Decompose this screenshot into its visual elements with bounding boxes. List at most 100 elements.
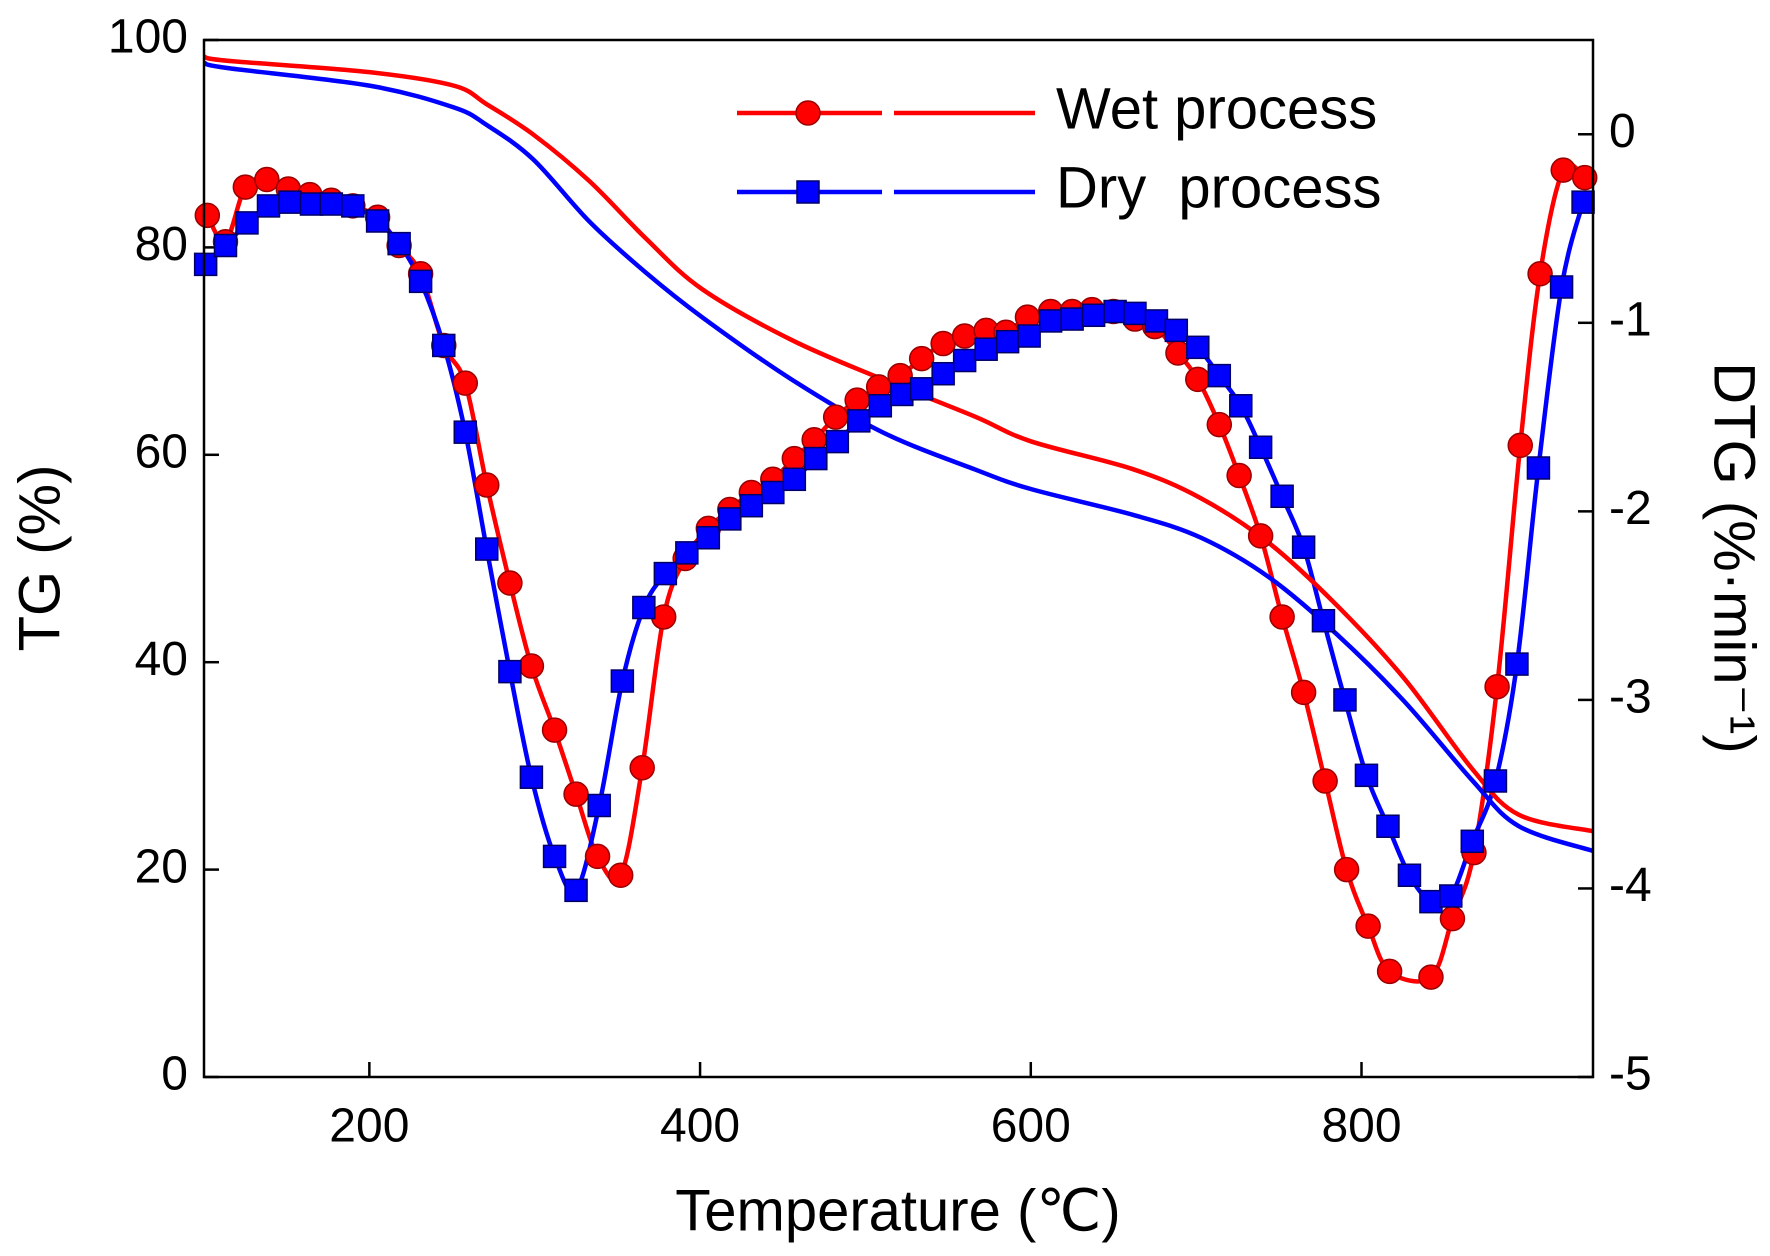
marker-square [542, 844, 567, 869]
marker-circle [541, 717, 568, 743]
marker-circle [474, 472, 500, 498]
marker-square [632, 595, 656, 620]
marker-circle [232, 174, 259, 200]
marker-circle [1290, 679, 1317, 706]
marker-square [1060, 307, 1084, 331]
marker-square [610, 669, 635, 693]
marker-square [256, 194, 281, 218]
marker-square [974, 337, 998, 361]
y-tick-label: 60 [135, 425, 188, 478]
marker-square [341, 194, 365, 218]
y2-tick-label: -1 [1609, 293, 1652, 346]
y2-tick-label: 0 [1609, 105, 1636, 158]
marker-square [761, 480, 785, 505]
y2-tick-label: -5 [1609, 1048, 1652, 1101]
x-axis-title: Temperature (℃) [675, 1178, 1120, 1243]
y2-tick-label: -2 [1609, 482, 1652, 535]
marker-circle [930, 330, 956, 357]
marker-square [909, 377, 934, 401]
marker-square [952, 348, 977, 373]
y2-tick-label: -3 [1609, 671, 1652, 724]
legend-marker [796, 180, 820, 204]
legend-marker [795, 100, 821, 126]
marker-square [995, 329, 1020, 354]
x-tick-label: 400 [660, 1100, 740, 1153]
x-tick-label: 200 [329, 1100, 409, 1153]
marker-square [1505, 652, 1529, 676]
marker-circle [1439, 905, 1466, 932]
y-tick-label: 80 [135, 218, 188, 271]
marker-square [847, 409, 871, 433]
marker-circle [1185, 366, 1211, 393]
marker-square [1038, 309, 1063, 333]
series-line [204, 54, 1593, 834]
marker-circle [518, 653, 545, 679]
marker-square [193, 252, 218, 277]
marker-square [696, 526, 721, 550]
y-tick-label: 0 [161, 1048, 188, 1101]
marker-circle [1206, 411, 1233, 438]
marker-circle [1247, 523, 1274, 549]
marker-square [825, 429, 850, 454]
marker-circle [822, 404, 849, 430]
marker-square [278, 190, 302, 214]
marker-square [1270, 484, 1294, 509]
marker-square [587, 793, 611, 818]
marker-square [365, 209, 390, 233]
marker-circle [781, 445, 808, 472]
marker-circle [452, 370, 479, 396]
marker-square [1144, 309, 1169, 333]
marker-circle [1527, 261, 1553, 287]
marker-circle [1269, 604, 1295, 630]
marker-square [718, 507, 742, 531]
marker-square [1483, 769, 1508, 793]
marker-square [868, 394, 893, 418]
marker-square [519, 765, 544, 789]
marker-square [453, 420, 478, 444]
marker-square [1397, 863, 1422, 888]
series-line [204, 60, 1593, 854]
marker-circle [1571, 164, 1598, 191]
marker-square [1291, 535, 1316, 559]
marker-square [235, 211, 259, 235]
marker-circle [1333, 856, 1360, 883]
y2-axis-title: DTG (%·min⁻¹) [1702, 362, 1767, 753]
marker-square [498, 659, 522, 684]
marker-circle [844, 387, 870, 413]
marker-circle [1550, 157, 1576, 183]
series-line [204, 199, 1586, 907]
marker-square [931, 361, 955, 386]
marker-square [1333, 688, 1357, 712]
marker-square [408, 269, 433, 294]
marker-square [1439, 884, 1463, 908]
marker-circle [629, 755, 655, 781]
y-tick-label: 20 [135, 840, 188, 893]
legend-label: Dry process [1056, 155, 1382, 220]
y-tick-label: 40 [135, 633, 188, 686]
marker-square [319, 192, 344, 216]
y-tick-label: 100 [108, 11, 188, 64]
x-tick-label: 800 [1321, 1100, 1401, 1153]
marker-square [387, 231, 411, 256]
marker-circle [497, 570, 523, 596]
marker-square [1229, 394, 1253, 418]
marker-square [299, 192, 324, 216]
marker-square [1376, 814, 1400, 838]
marker-square [1354, 763, 1379, 788]
marker-square [432, 333, 456, 358]
y-axis-title: TG (%) [7, 465, 72, 652]
marker-square [675, 541, 699, 565]
x-tick-label: 600 [991, 1100, 1071, 1153]
marker-square [1186, 335, 1210, 360]
marker-circle [1484, 673, 1510, 700]
marker-square [1017, 324, 1041, 348]
marker-circle [254, 166, 280, 193]
marker-square [1460, 829, 1485, 854]
marker-circle [194, 202, 221, 229]
marker-circle [1418, 964, 1444, 990]
marker-square [1081, 303, 1106, 328]
marker-square [739, 493, 764, 518]
marker-square [1248, 435, 1273, 460]
marker-square [1123, 301, 1147, 326]
